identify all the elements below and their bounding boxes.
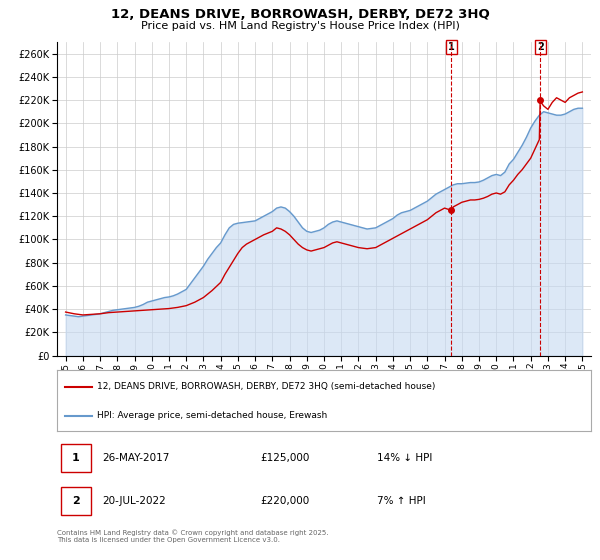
Text: 14% ↓ HPI: 14% ↓ HPI — [377, 452, 433, 463]
Text: 7% ↑ HPI: 7% ↑ HPI — [377, 496, 426, 506]
FancyBboxPatch shape — [61, 487, 91, 515]
Text: Contains HM Land Registry data © Crown copyright and database right 2025.
This d: Contains HM Land Registry data © Crown c… — [57, 529, 329, 543]
Text: £125,000: £125,000 — [260, 452, 309, 463]
Text: 26-MAY-2017: 26-MAY-2017 — [103, 452, 170, 463]
Text: Price paid vs. HM Land Registry's House Price Index (HPI): Price paid vs. HM Land Registry's House … — [140, 21, 460, 31]
Text: 1: 1 — [448, 42, 455, 52]
FancyBboxPatch shape — [61, 444, 91, 472]
Text: 20-JUL-2022: 20-JUL-2022 — [103, 496, 166, 506]
Text: 1: 1 — [72, 452, 80, 463]
Text: £220,000: £220,000 — [260, 496, 309, 506]
Text: 2: 2 — [72, 496, 80, 506]
Text: 12, DEANS DRIVE, BORROWASH, DERBY, DE72 3HQ (semi-detached house): 12, DEANS DRIVE, BORROWASH, DERBY, DE72 … — [97, 382, 436, 391]
Text: HPI: Average price, semi-detached house, Erewash: HPI: Average price, semi-detached house,… — [97, 411, 328, 421]
Text: 2: 2 — [537, 42, 544, 52]
Text: 12, DEANS DRIVE, BORROWASH, DERBY, DE72 3HQ: 12, DEANS DRIVE, BORROWASH, DERBY, DE72 … — [110, 8, 490, 21]
